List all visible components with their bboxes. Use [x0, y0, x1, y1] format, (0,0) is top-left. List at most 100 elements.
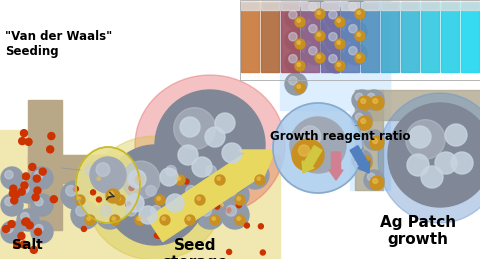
Text: Salt: Salt — [12, 238, 43, 252]
Circle shape — [166, 166, 177, 176]
Bar — [341, 2, 359, 10]
Circle shape — [212, 217, 216, 220]
Circle shape — [352, 150, 372, 170]
Circle shape — [122, 161, 160, 199]
Circle shape — [221, 201, 249, 229]
Circle shape — [361, 119, 366, 124]
Circle shape — [325, 29, 347, 51]
Circle shape — [297, 63, 300, 66]
Circle shape — [337, 41, 340, 44]
Circle shape — [355, 9, 365, 19]
Bar — [301, 2, 319, 72]
Circle shape — [184, 179, 189, 184]
Circle shape — [20, 241, 27, 248]
Bar — [381, 2, 399, 72]
Circle shape — [160, 168, 178, 186]
Bar — [421, 2, 439, 72]
Circle shape — [137, 217, 141, 220]
Circle shape — [71, 201, 99, 229]
Circle shape — [91, 190, 96, 195]
Bar — [261, 2, 279, 72]
FancyArrow shape — [329, 152, 343, 180]
Circle shape — [50, 196, 57, 203]
FancyArrow shape — [302, 146, 322, 173]
Circle shape — [305, 0, 327, 21]
Ellipse shape — [378, 93, 480, 223]
Circle shape — [325, 51, 347, 73]
Circle shape — [21, 184, 29, 193]
Circle shape — [13, 191, 20, 198]
Circle shape — [135, 215, 145, 225]
Bar — [281, 2, 299, 72]
Circle shape — [73, 186, 78, 191]
Circle shape — [106, 185, 117, 196]
Circle shape — [96, 197, 101, 202]
Circle shape — [215, 175, 225, 185]
Circle shape — [18, 233, 25, 240]
Circle shape — [32, 194, 39, 201]
Circle shape — [178, 145, 198, 165]
Circle shape — [315, 31, 325, 41]
Circle shape — [357, 33, 360, 36]
Circle shape — [195, 195, 205, 205]
Circle shape — [137, 177, 141, 180]
Circle shape — [364, 90, 384, 110]
Circle shape — [367, 173, 375, 181]
Circle shape — [186, 185, 196, 196]
Circle shape — [47, 146, 54, 153]
Circle shape — [101, 205, 111, 216]
Circle shape — [317, 55, 321, 58]
Circle shape — [180, 117, 200, 137]
Circle shape — [349, 25, 357, 33]
Circle shape — [226, 205, 236, 216]
Text: Seed
storage: Seed storage — [162, 238, 228, 259]
Circle shape — [157, 197, 160, 200]
Circle shape — [244, 223, 250, 228]
Circle shape — [34, 187, 41, 194]
Circle shape — [215, 204, 219, 209]
Bar — [355, 90, 480, 120]
Circle shape — [85, 215, 95, 225]
Circle shape — [129, 185, 134, 191]
Circle shape — [48, 133, 55, 140]
Circle shape — [192, 157, 212, 177]
Circle shape — [126, 205, 136, 216]
Circle shape — [221, 181, 249, 209]
Circle shape — [285, 51, 307, 73]
Circle shape — [289, 76, 297, 85]
Circle shape — [30, 246, 37, 253]
Circle shape — [146, 185, 156, 196]
Circle shape — [325, 7, 347, 29]
Circle shape — [155, 195, 165, 205]
Circle shape — [174, 107, 216, 149]
Circle shape — [177, 177, 180, 180]
Circle shape — [110, 215, 120, 225]
Bar — [28, 155, 108, 183]
Circle shape — [227, 249, 231, 254]
Circle shape — [273, 103, 363, 193]
Bar — [401, 2, 419, 10]
Circle shape — [409, 126, 431, 148]
Circle shape — [309, 3, 317, 11]
Circle shape — [295, 61, 305, 71]
Circle shape — [329, 55, 337, 63]
Circle shape — [300, 126, 321, 147]
Circle shape — [121, 201, 149, 229]
Circle shape — [246, 166, 256, 176]
Circle shape — [297, 85, 300, 88]
Bar — [321, 2, 339, 10]
Circle shape — [61, 181, 89, 209]
Bar — [280, 0, 390, 110]
Circle shape — [349, 3, 357, 11]
Circle shape — [176, 205, 186, 216]
Circle shape — [345, 43, 367, 65]
Circle shape — [352, 90, 372, 110]
Circle shape — [82, 226, 86, 232]
Circle shape — [373, 139, 378, 143]
Bar — [421, 2, 439, 10]
Circle shape — [407, 154, 429, 176]
Circle shape — [337, 19, 340, 22]
Circle shape — [295, 39, 305, 49]
Circle shape — [355, 153, 363, 161]
Bar — [321, 2, 339, 72]
